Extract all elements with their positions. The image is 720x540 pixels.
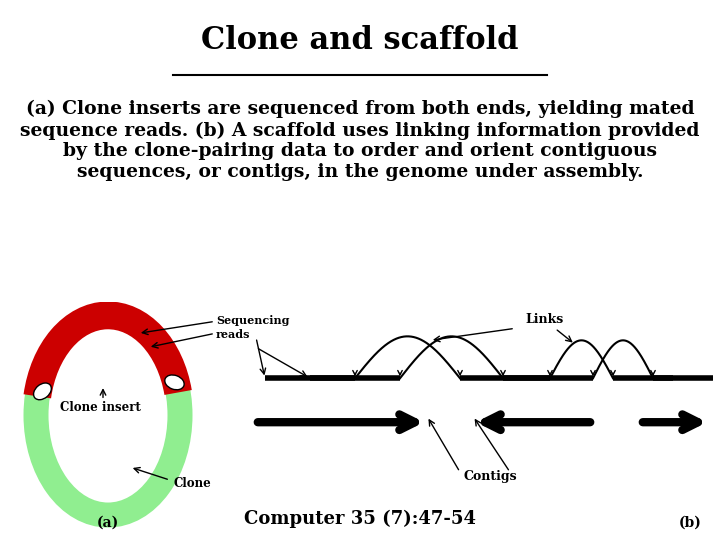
Text: Clone: Clone [173,477,211,490]
Text: Clone insert: Clone insert [60,401,140,414]
Text: Computer 35 (7):47-54: Computer 35 (7):47-54 [244,510,476,528]
Text: Clone and scaffold: Clone and scaffold [202,25,518,56]
Text: Links: Links [526,313,564,326]
Text: (a) Clone inserts are sequenced from both ends, yielding mated
sequence reads. (: (a) Clone inserts are sequenced from bot… [20,100,700,181]
Text: (b): (b) [678,516,701,530]
Ellipse shape [34,383,51,400]
Ellipse shape [165,375,184,390]
Text: Sequencing
reads: Sequencing reads [216,315,289,340]
Text: Contigs: Contigs [463,470,517,483]
Text: (a): (a) [97,516,119,530]
